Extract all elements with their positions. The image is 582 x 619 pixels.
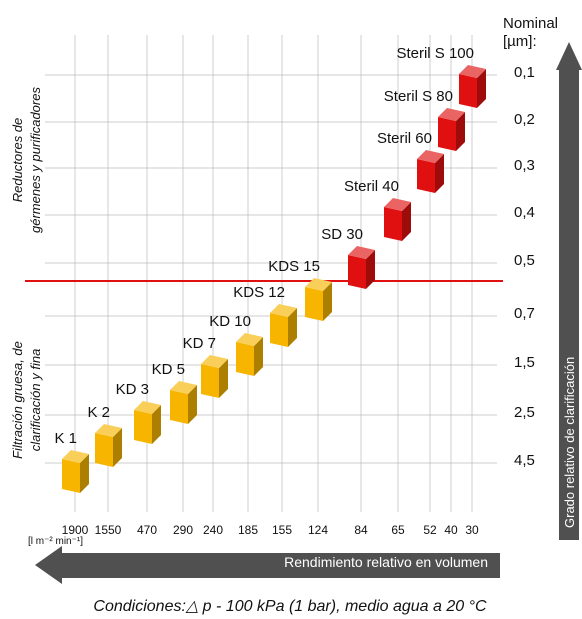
bottom-arrow-label: Rendimiento relativo en volumen <box>284 554 488 570</box>
product-label: KDS 12 <box>233 284 285 301</box>
pore-size-label: 0,7 <box>514 305 535 322</box>
cube-front <box>348 255 366 289</box>
cube-front <box>417 159 435 193</box>
pore-size-label: 0,3 <box>514 157 535 174</box>
flow-rate-label: 185 <box>238 523 258 537</box>
product-label: Steril S 100 <box>396 45 474 62</box>
flow-unit: [l m⁻² min⁻¹] <box>28 536 83 547</box>
pore-size-label: 0,5 <box>514 252 535 269</box>
pore-size-label: 0,4 <box>514 204 535 221</box>
pore-size-label: 0,1 <box>514 64 535 81</box>
cube-front <box>170 390 188 424</box>
cube <box>459 65 486 108</box>
product-label: Steril 60 <box>377 130 432 147</box>
axis-title: [µm]: <box>503 33 537 50</box>
cube <box>134 401 161 444</box>
product-label: KD 5 <box>152 361 185 378</box>
cube <box>236 333 263 376</box>
cube-front <box>62 459 80 493</box>
product-label: KD 3 <box>116 381 149 398</box>
product-label: K 1 <box>54 430 77 447</box>
footer: Condiciones:△ p - 100 kPa (1 bar), medio… <box>93 598 487 615</box>
right-arrow-label: Grado relativo de clarificación <box>562 357 577 528</box>
group-label: gérmenes y purificadores <box>28 87 43 233</box>
flow-rate-label: 240 <box>203 523 223 537</box>
product-label: K 2 <box>87 404 110 421</box>
flow-rate-label: 40 <box>444 523 458 537</box>
cube <box>95 424 122 467</box>
axis-title: Nominal <box>503 15 558 32</box>
flow-rate-label: 155 <box>272 523 292 537</box>
cube-front <box>134 410 152 444</box>
flow-rate-label: 30 <box>465 523 479 537</box>
cube <box>384 198 411 241</box>
group-label: Filtración gruesa, de <box>10 341 25 459</box>
flow-rate-label: 84 <box>354 523 368 537</box>
diagram: Rendimiento relativo en volumen Grado re… <box>0 0 582 619</box>
product-label: Steril S 80 <box>384 88 453 105</box>
flow-rate-label: 52 <box>423 523 437 537</box>
pore-size-label: 1,5 <box>514 354 535 371</box>
flow-rate-label: 290 <box>173 523 193 537</box>
cube-front <box>201 364 219 398</box>
cube-front <box>459 74 477 108</box>
cube-front <box>384 207 402 241</box>
cube-front <box>438 117 456 151</box>
cube <box>270 304 297 347</box>
flow-rate-label: 1900 <box>62 523 89 537</box>
cube-front <box>236 342 254 376</box>
product-label: KD 7 <box>183 335 216 352</box>
pore-size-label: 4,5 <box>514 452 535 469</box>
flow-rate-label: 124 <box>308 523 328 537</box>
cube <box>417 150 444 193</box>
flow-rate-label: 65 <box>391 523 405 537</box>
pore-size-label: 0,2 <box>514 111 535 128</box>
cube <box>438 108 465 151</box>
cube <box>170 381 197 424</box>
product-label: SD 30 <box>321 226 363 243</box>
flow-rate-label: 1550 <box>95 523 122 537</box>
cube <box>348 246 375 289</box>
cube-front <box>95 433 113 467</box>
cube <box>305 278 332 321</box>
cube <box>201 355 228 398</box>
group-label: Reductores de <box>10 118 25 203</box>
cube <box>62 450 89 493</box>
pore-size-label: 2,5 <box>514 404 535 421</box>
flow-rate-label: 470 <box>137 523 157 537</box>
group-label: clarificación y fina <box>28 349 43 452</box>
cube-front <box>305 287 323 321</box>
cube-front <box>270 313 288 347</box>
product-label: Steril 40 <box>344 178 399 195</box>
product-label: KDS 15 <box>268 258 320 275</box>
product-label: KD 10 <box>209 313 251 330</box>
